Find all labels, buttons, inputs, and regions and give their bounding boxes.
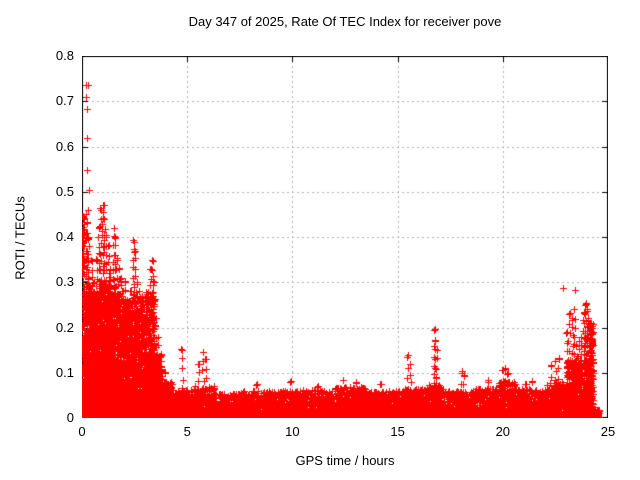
y-tick-label: 0.6 [55,138,74,154]
y-tick-label: 0.7 [55,93,74,109]
y-tick-label: 0.8 [55,48,74,63]
y-tick-label: 0.2 [55,319,74,335]
x-tick-label: 15 [390,424,405,439]
chart-title: Day 347 of 2025, Rate Of TEC Index for r… [188,14,502,29]
y-tick-label: 0 [66,410,74,425]
x-tick-label: 0 [78,424,86,439]
x-tick-label: 10 [285,424,300,439]
y-tick-label: 0.1 [55,364,74,380]
y-tick-label: 0.3 [55,274,74,290]
scatter-canvas [82,56,608,418]
y-tick-label: 0.5 [55,183,74,199]
x-tick-label: 20 [495,424,511,439]
x-tick-label: 5 [183,424,191,439]
x-axis-title: GPS time / hours [295,453,395,468]
plot-area [82,56,608,418]
x-tick-label: 25 [600,424,616,439]
y-tick-label: 0.4 [55,229,74,244]
